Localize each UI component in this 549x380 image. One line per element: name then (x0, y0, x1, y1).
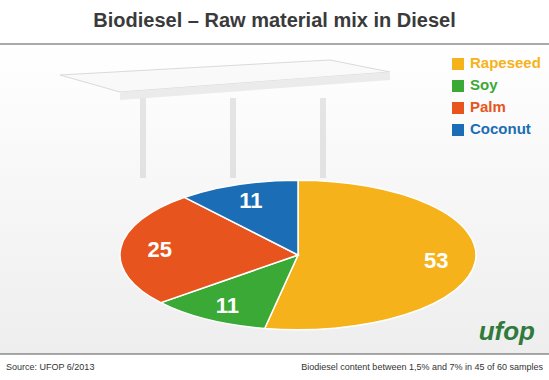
data-label: 11 (216, 293, 239, 318)
data-label: 25 (148, 237, 172, 262)
legend-label: Coconut (470, 120, 531, 137)
title-rule (0, 44, 549, 45)
legend-item: Rapeseed (452, 54, 541, 71)
data-label: 53 (424, 248, 448, 273)
canopy-edge (120, 72, 390, 100)
station-illustration (60, 60, 390, 178)
legend: Rapeseed Soy Palm Coconut (452, 54, 541, 137)
source-note: Source: UFOP 6/2013 (6, 362, 94, 372)
data-labels: 53 11 25 11 (148, 188, 449, 318)
legend-label: Soy (470, 76, 498, 93)
canopy-pillar (230, 98, 236, 178)
canopy-pillar (320, 98, 326, 178)
legend-item: Coconut (452, 120, 531, 137)
logo: ufop (479, 316, 535, 346)
legend-swatch (452, 58, 464, 70)
legend-item: Palm (452, 98, 506, 115)
legend-swatch (452, 80, 464, 92)
footer-rule (0, 354, 549, 355)
legend-swatch (452, 102, 464, 114)
slice (185, 180, 298, 255)
pie (120, 180, 476, 330)
legend-item: Soy (452, 76, 498, 93)
legend-swatch (452, 124, 464, 136)
background (0, 44, 549, 354)
data-label: 11 (239, 188, 262, 213)
title: Biodiesel – Raw material mix in Diesel (93, 9, 455, 31)
legend-label: Rapeseed (470, 54, 541, 71)
canopy-pillar (140, 98, 146, 178)
chart: Biodiesel – Raw material mix in Diesel 53… (0, 0, 549, 380)
plot-area (120, 180, 476, 330)
footnote: Biodiesel content between 1,5% and 7% in… (301, 362, 543, 372)
legend-label: Palm (470, 98, 506, 115)
